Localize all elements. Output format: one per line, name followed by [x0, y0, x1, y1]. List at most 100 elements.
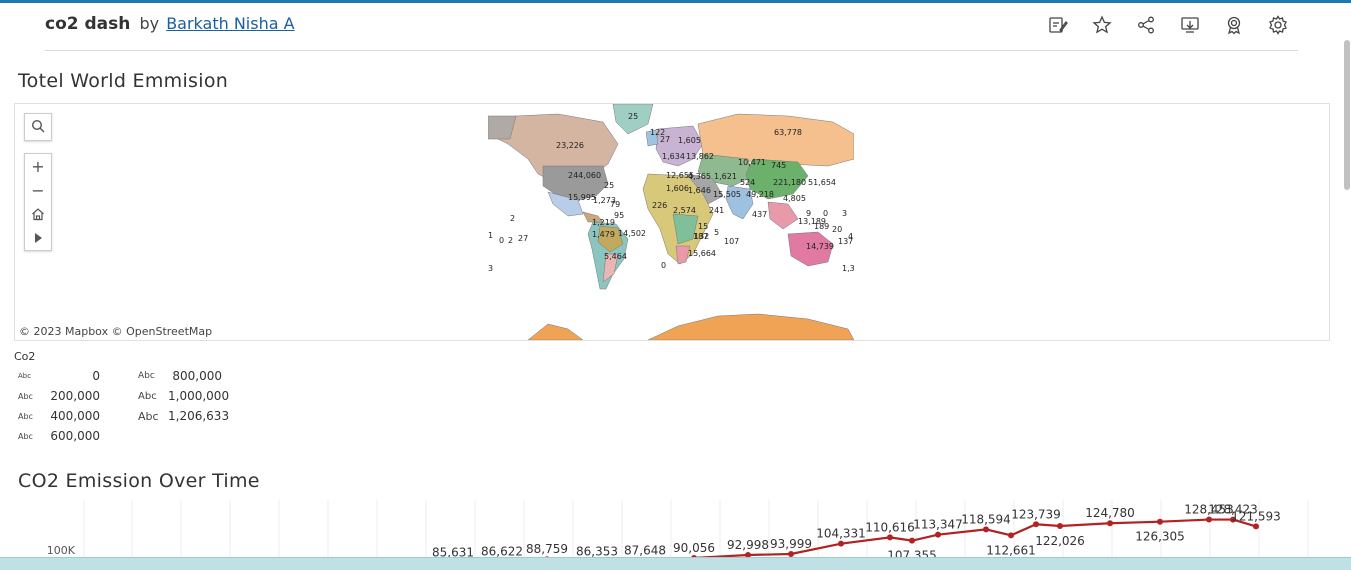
- data-point[interactable]: [788, 551, 794, 558]
- legend-value: 1,206,633: [168, 409, 230, 423]
- data-point[interactable]: [1206, 516, 1212, 523]
- region-antarctica-west[interactable]: [527, 323, 584, 340]
- map-value-label: 14,739: [806, 242, 834, 251]
- region-south-africa[interactable]: [675, 245, 691, 265]
- data-label: 121,593: [1231, 509, 1281, 523]
- scrollbar[interactable]: [1343, 40, 1351, 190]
- data-label: 104,331: [816, 527, 866, 541]
- legend-value: 600,000: [50, 429, 100, 443]
- co2-series: 85,631 86,622 88,759 86,353 87,648 90,056 92,9…: [432, 503, 1281, 566]
- region-central-america[interactable]: [582, 211, 604, 223]
- region-china[interactable]: [745, 158, 809, 200]
- zoom-in-button[interactable]: +: [31, 156, 45, 176]
- map-value-label: 226: [652, 201, 667, 210]
- region-brazil[interactable]: [597, 225, 624, 253]
- map-value-label: 27: [660, 135, 670, 144]
- map-value-label: 241: [709, 206, 724, 215]
- legend-title: Co2: [14, 350, 36, 363]
- edit-icon[interactable]: [1047, 14, 1069, 36]
- map-value-label: 107: [724, 237, 739, 246]
- map-value-label: 15,995: [568, 193, 596, 202]
- data-point[interactable]: [1008, 532, 1014, 539]
- region-uk[interactable]: [645, 129, 659, 147]
- region-australia[interactable]: [787, 231, 834, 267]
- data-label: 88,759: [526, 542, 568, 556]
- data-point[interactable]: [935, 531, 941, 538]
- legend-value: 400,000: [50, 409, 100, 423]
- data-point[interactable]: [983, 526, 989, 533]
- region-argentina[interactable]: [602, 253, 619, 283]
- map-zoom-controls: + −: [24, 153, 52, 251]
- star-icon[interactable]: [1091, 14, 1113, 36]
- map-value-label: 132: [694, 232, 709, 241]
- data-point[interactable]: [1057, 522, 1063, 529]
- legend-value: 800,000: [172, 369, 222, 383]
- legend-sample-text: Abc: [138, 409, 159, 423]
- world-map[interactable]: 25 122 27 1,605 1,634 13,862 23,226 63,778 10,47…: [14, 103, 1330, 341]
- map-value-label: 14,502: [618, 229, 646, 238]
- header-divider: [45, 50, 1298, 51]
- map-value-label: 13,189: [798, 217, 826, 226]
- co2-legend: Co2 Abc 0 Abc 200,000 Abc 400,000 Abc 600,000 Ab…: [14, 350, 254, 449]
- legend-sample-text: Abc: [138, 390, 157, 402]
- map-search-control[interactable]: [24, 113, 52, 141]
- map-value-label: 23,226: [556, 141, 584, 150]
- legend-sample-text: Abc: [18, 431, 33, 441]
- map-value-label: 25: [604, 181, 614, 190]
- data-label: 118,594: [961, 512, 1011, 526]
- scrollbar-thumb[interactable]: [1344, 40, 1350, 190]
- zoom-out-button[interactable]: −: [31, 180, 45, 200]
- legend-item: Abc 1,000,000: [138, 389, 229, 403]
- top-accent-bar: [0, 0, 1351, 3]
- region-usa[interactable]: [542, 165, 609, 201]
- award-icon[interactable]: [1223, 14, 1245, 36]
- map-value-label: 1,634: [662, 152, 685, 161]
- region-greenland[interactable]: [612, 104, 654, 135]
- line-section-title: CO2 Emission Over Time: [18, 470, 260, 492]
- title-wrap: co2 dash by Barkath Nisha A: [45, 14, 295, 34]
- author-link[interactable]: Barkath Nisha A: [166, 14, 295, 33]
- legend-item: Abc 200,000: [18, 389, 100, 403]
- map-value-label: 25: [628, 112, 638, 121]
- map-value-label: 122: [650, 128, 665, 137]
- legend-grid: Abc 0 Abc 200,000 Abc 400,000 Abc 600,000 Abc 800…: [14, 369, 254, 449]
- region-southeast-asia[interactable]: [767, 201, 799, 230]
- region-central-africa[interactable]: [672, 213, 699, 245]
- search-icon[interactable]: [25, 114, 51, 138]
- region-europe[interactable]: [655, 125, 704, 167]
- home-icon[interactable]: [25, 202, 51, 226]
- map-value-label: 79: [610, 200, 620, 209]
- data-label: 123,739: [1011, 507, 1061, 521]
- data-point[interactable]: [887, 534, 893, 541]
- dashboard-title: co2 dash: [45, 14, 131, 34]
- data-point[interactable]: [1230, 516, 1236, 523]
- play-icon[interactable]: [25, 226, 51, 250]
- data-point[interactable]: [838, 540, 844, 547]
- legend-item: Abc 400,000: [18, 409, 100, 423]
- map-value-label: 27: [518, 234, 528, 243]
- region-central-asia[interactable]: [697, 153, 754, 187]
- download-icon[interactable]: [1179, 14, 1201, 36]
- data-point[interactable]: [909, 537, 915, 544]
- data-point[interactable]: [1033, 521, 1039, 528]
- data-point[interactable]: [1107, 520, 1113, 527]
- settings-icon[interactable]: [1267, 14, 1289, 36]
- map-value-label: 0: [661, 261, 666, 270]
- region-antarctica-east[interactable]: [647, 313, 854, 340]
- map-value-label: 49,218: [746, 190, 774, 199]
- legend-item: Abc 800,000: [138, 369, 222, 383]
- data-point[interactable]: [1157, 518, 1163, 525]
- region-mexico[interactable]: [547, 191, 584, 217]
- map-value-label: 15,664: [688, 249, 716, 258]
- data-point[interactable]: [1253, 523, 1259, 530]
- map-value-label: 1,606: [666, 184, 689, 193]
- region-india[interactable]: [725, 185, 754, 220]
- map-value-label: 4,365: [688, 172, 711, 181]
- data-point[interactable]: [745, 552, 751, 559]
- region-alaska[interactable]: [488, 115, 517, 140]
- map-value-label: 137: [838, 237, 853, 246]
- share-icon[interactable]: [1135, 14, 1157, 36]
- data-label: 90,056: [673, 541, 715, 555]
